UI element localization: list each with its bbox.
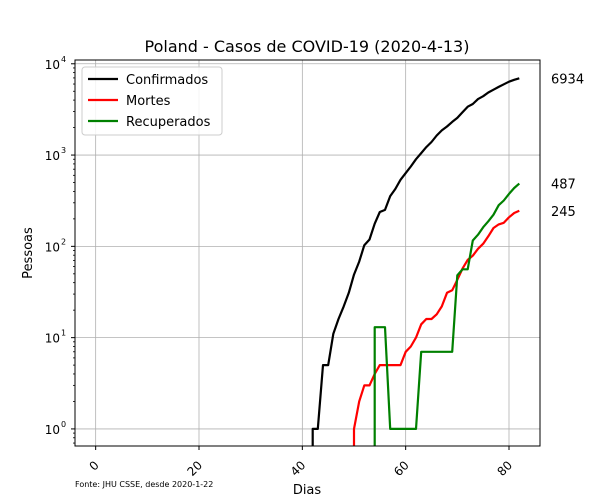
y-tick-exponent: 0 [61, 420, 66, 429]
end-value-label: 487 [551, 178, 576, 193]
y-tick-base: 10 [45, 423, 60, 437]
y-tick-label: 10 [45, 332, 60, 346]
y-tick-label: 10 [45, 240, 60, 254]
x-tick-label: 0 [86, 458, 101, 473]
legend: Confirmados Mortes Recuperados [81, 66, 223, 136]
end-value-label: 6934 [551, 72, 584, 87]
y-tick-exponent: 3 [61, 146, 66, 155]
legend-entry: Confirmados [126, 73, 208, 88]
legend-box [81, 66, 223, 136]
y-tick-exponent: 4 [61, 55, 66, 64]
source-note: Fonte: JHU CSSE, desde 2020-1-22 [75, 480, 213, 489]
x-tick-label: 80 [494, 458, 515, 479]
y-axis-label: Pessoas [21, 227, 36, 279]
series-layer [311, 77, 521, 446]
y-tick-base: 10 [45, 149, 60, 163]
x-tick-label: 40 [288, 458, 309, 479]
end-labels: 6934 245 487 [551, 72, 584, 220]
chart-title: Poland - Casos de COVID-19 (2020-4-13) [145, 37, 470, 56]
y-tick-base: 10 [45, 332, 60, 346]
series-line-confirmados [311, 77, 520, 446]
y-tick-label: 10 [45, 149, 60, 163]
x-tick-label: 20 [184, 458, 205, 479]
plot-frame [74, 59, 541, 447]
y-tick-exponent: 1 [61, 329, 66, 338]
y-tick-label: 10 [45, 423, 60, 437]
legend-entry: Mortes [126, 94, 171, 109]
x-axis-label: Dias [293, 483, 322, 498]
y-tick-label: 10 [45, 58, 60, 72]
x-axis-ticks: 0 20 40 60 80 [86, 446, 515, 479]
series-line-recuperados [373, 182, 521, 446]
y-tick-base: 10 [45, 58, 60, 72]
y-tick-base: 10 [45, 240, 60, 254]
y-tick-exponent: 2 [61, 237, 66, 246]
x-tick-label: 60 [391, 458, 412, 479]
series-line-mortes [352, 209, 520, 446]
end-value-label: 245 [551, 205, 576, 220]
legend-entry: Recuperados [126, 115, 211, 130]
